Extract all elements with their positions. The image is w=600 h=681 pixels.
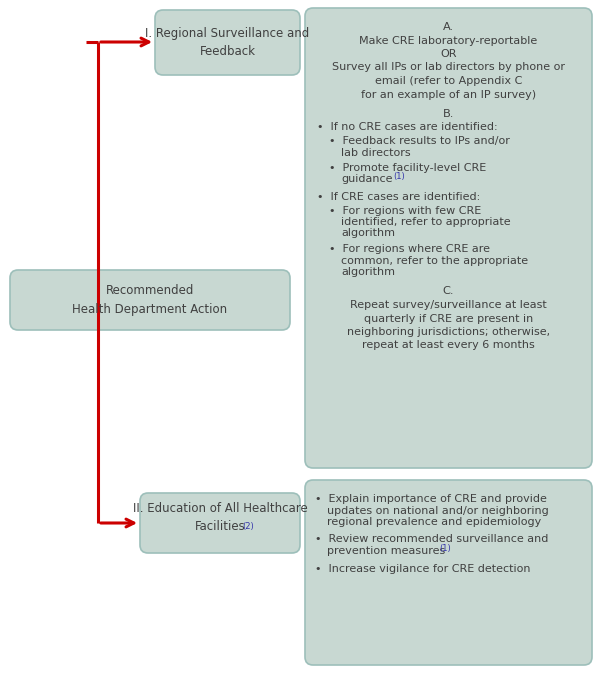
Text: prevention measures: prevention measures [327,546,445,556]
FancyBboxPatch shape [10,270,290,330]
Text: (1): (1) [393,172,405,182]
Text: algorithm: algorithm [341,229,395,238]
Text: Repeat survey/surveillance at least: Repeat survey/surveillance at least [350,300,547,310]
Text: updates on national and/or neighboring: updates on national and/or neighboring [327,505,549,516]
Text: •  If CRE cases are identified:: • If CRE cases are identified: [317,192,480,202]
Text: lab directors: lab directors [341,148,410,157]
Text: Recommended
Health Department Action: Recommended Health Department Action [73,285,227,315]
FancyBboxPatch shape [155,10,300,75]
Text: (1): (1) [439,544,451,553]
Text: identified, refer to appropriate: identified, refer to appropriate [341,217,511,227]
FancyBboxPatch shape [305,480,592,665]
Text: for an example of an IP survey): for an example of an IP survey) [361,89,536,99]
Text: regional prevalence and epidemiology: regional prevalence and epidemiology [327,517,541,527]
Text: algorithm: algorithm [341,267,395,277]
Text: C.: C. [443,287,454,296]
Text: •  Explain importance of CRE and provide: • Explain importance of CRE and provide [315,494,547,504]
Text: email (refer to Appendix C: email (refer to Appendix C [375,76,522,86]
FancyBboxPatch shape [140,493,300,553]
Text: •  Promote facility-level CRE: • Promote facility-level CRE [329,163,486,173]
Text: repeat at least every 6 months: repeat at least every 6 months [362,340,535,351]
FancyBboxPatch shape [305,8,592,468]
Text: B.: B. [443,109,454,119]
Text: Make CRE laboratory-reportable: Make CRE laboratory-reportable [359,35,538,46]
Text: •  If no CRE cases are identified:: • If no CRE cases are identified: [317,123,497,133]
Text: •  Review recommended surveillance and: • Review recommended surveillance and [315,535,548,545]
Text: •  Feedback results to IPs and/or: • Feedback results to IPs and/or [329,136,510,146]
Text: A.: A. [443,22,454,32]
Text: OR: OR [440,49,457,59]
Text: neighboring jurisdictions; otherwise,: neighboring jurisdictions; otherwise, [347,327,550,337]
Text: common, refer to the appropriate: common, refer to the appropriate [341,255,528,266]
Text: •  For regions where CRE are: • For regions where CRE are [329,244,490,254]
Text: I. Regional Surveillance and
Feedback: I. Regional Surveillance and Feedback [145,27,310,58]
Text: guidance: guidance [341,174,392,185]
Text: •  For regions with few CRE: • For regions with few CRE [329,206,481,215]
Text: Survey all IPs or lab directors by phone or: Survey all IPs or lab directors by phone… [332,63,565,72]
Text: quarterly if CRE are present in: quarterly if CRE are present in [364,313,533,323]
Text: (2): (2) [242,522,254,530]
Text: •  Increase vigilance for CRE detection: • Increase vigilance for CRE detection [315,563,530,573]
Text: II. Education of All Healthcare
Facilities: II. Education of All Healthcare Faciliti… [133,501,307,533]
